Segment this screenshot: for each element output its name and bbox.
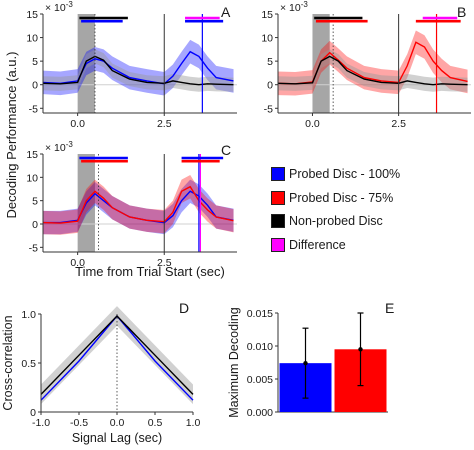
panel-e-y-tick-label: 0.000 (247, 407, 273, 419)
legend-label: Probed Disc - 100% (289, 167, 401, 181)
legend-label: Non-probed Disc (289, 214, 383, 228)
panel-a-y-tick-label: 5 (32, 56, 38, 68)
panel-e-y-tick-label: 0.010 (247, 341, 273, 353)
panel-c-y-tick-label: 0 (32, 219, 38, 231)
legend: Probed Disc - 100% Probed Disc - 75% Non… (271, 166, 471, 260)
panel-d-letter: D (179, 300, 189, 316)
legend-item: Probed Disc - 100% (271, 166, 471, 182)
panel-e-mean-dot (358, 347, 363, 352)
panel-b-y-tick-label: -5 (264, 103, 273, 115)
panel-a-letter: A (221, 4, 231, 20)
panel-d-x-tick-label: 0.5 (148, 417, 163, 429)
panel-e-y-tick-label: 0.005 (247, 374, 273, 386)
panel-b-y-multiplier: × 10-3 (280, 0, 308, 14)
panel-d-x-tick-label: -0.5 (70, 417, 88, 429)
panel-b-x-tick-label: 0.0 (305, 118, 320, 130)
panel-a-y-tick-label: -5 (29, 103, 38, 115)
panel-b-y-tick-label: 10 (261, 33, 273, 45)
shared-x-axis-label: Time from Trial Start (sec) (75, 264, 225, 279)
panel-b-error-band (278, 30, 468, 96)
panel-d-series-line (40, 314, 194, 395)
panel-a-y-tick-label: 10 (26, 33, 38, 45)
panel-e-y-label: Maximum Decoding (227, 307, 241, 418)
legend-item: Non-probed Disc (271, 213, 471, 229)
panel-d-x-tick-label: -1.0 (32, 417, 50, 429)
shared-y-axis-label: Decoding Performance (a.u.) (4, 52, 19, 219)
panel-d-y-label: Cross-correlation (1, 315, 15, 410)
legend-swatch (271, 214, 285, 228)
panel-c-y-tick-label: -5 (29, 242, 38, 254)
panel-b-y-tick-label: 15 (261, 9, 273, 21)
panel-c-y-tick-label: 5 (32, 196, 38, 208)
panel-a-error-band (43, 39, 234, 96)
panel-d-x-label: Signal Lag (sec) (72, 431, 162, 445)
panel-e-y-tick-label: 0.015 (247, 308, 273, 320)
panel-b-y-tick-label: 0 (267, 80, 273, 92)
panel-d-y-tick-label: 1.0 (21, 309, 36, 321)
legend-swatch (271, 237, 285, 252)
panel-e-letter: E (385, 300, 394, 316)
panel-c-x-tick-label: 0.0 (70, 257, 85, 269)
panel-a-x-tick-label: 2.5 (157, 118, 172, 130)
legend-swatch (271, 190, 285, 205)
panel-a-y-tick-label: 0 (32, 80, 38, 92)
panel-c-y-multiplier: × 10-3 (45, 140, 73, 154)
panel-c-y-tick-label: 15 (26, 149, 38, 161)
panel-a-x-tick-label: 0.0 (70, 118, 85, 130)
panel-b-stimulus-window (312, 14, 330, 113)
panel-b-error-band (278, 49, 468, 92)
panel-d-error-band (41, 306, 193, 405)
panel-c-y-tick-label: 10 (26, 172, 38, 184)
legend-item: Probed Disc - 75% (271, 190, 471, 206)
panel-c-error-band (43, 175, 234, 235)
panel-d-x-tick-label: 1.0 (186, 417, 201, 429)
panel-d-x-tick-label: 0.0 (110, 417, 125, 429)
panel-d-y-tick-label: 0.5 (21, 358, 36, 370)
legend-label: Difference (289, 237, 346, 252)
legend-label: Probed Disc - 75% (289, 190, 394, 205)
panel-c-x-tick-label: 2.5 (157, 257, 172, 269)
panel-b-letter: B (457, 4, 466, 20)
panel-b-y-tick-label: 5 (267, 56, 273, 68)
panel-c-series-line (42, 185, 234, 224)
legend-item: Difference (271, 237, 471, 253)
legend-swatch (271, 167, 285, 181)
panel-b-x-tick-label: 2.5 (391, 118, 406, 130)
panel-a-y-multiplier: × 10-3 (45, 0, 73, 14)
panel-e-mean-dot (303, 360, 308, 366)
panel-a-error-band (43, 49, 234, 92)
panel-d-y-tick-label: 0 (30, 407, 36, 419)
panel-c-error-band (43, 179, 234, 235)
panel-a-y-tick-label: 15 (26, 9, 38, 21)
panel-c-letter: C (221, 142, 231, 158)
